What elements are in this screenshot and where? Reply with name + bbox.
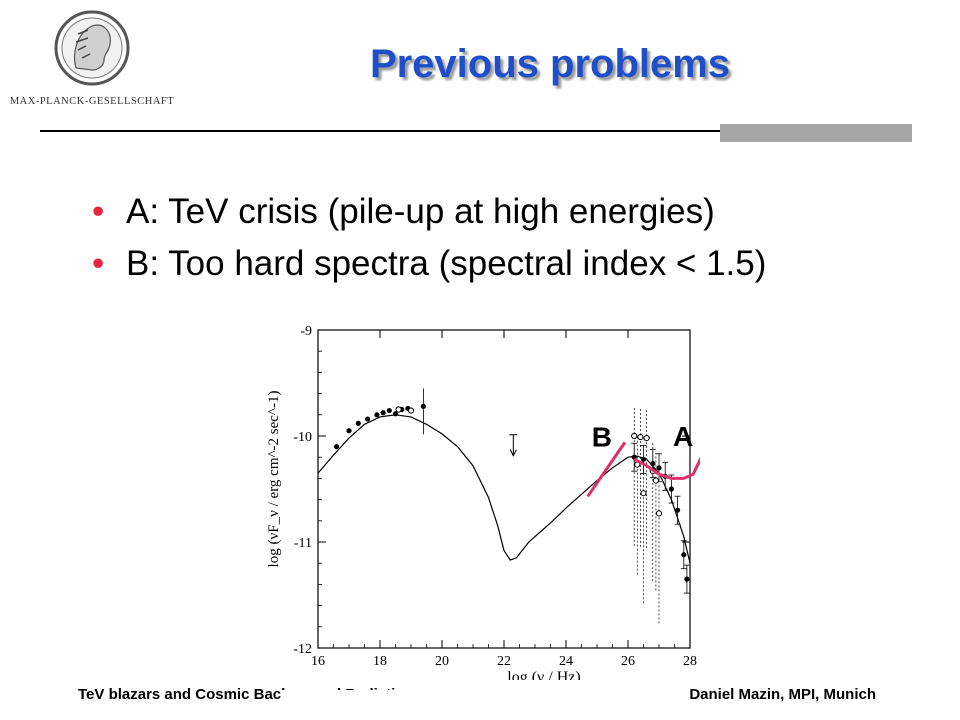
data-point-filled: [684, 576, 690, 582]
data-point-open: [395, 406, 402, 413]
x-tick-label: 18: [373, 654, 387, 669]
y-tick-label: -10: [293, 430, 312, 445]
data-point-filled: [355, 420, 361, 426]
x-tick-label: 20: [435, 654, 449, 669]
data-point-filled: [681, 552, 687, 558]
annotation-line-b: [586, 441, 627, 498]
annotation-curve-a: [633, 456, 700, 480]
data-point-filled: [365, 416, 371, 422]
x-axis-label: log (ν / Hz): [507, 669, 580, 680]
annotation-label-a: A: [673, 421, 693, 452]
data-point-open: [643, 435, 650, 442]
data-point-open: [640, 490, 647, 497]
x-tick-label: 26: [621, 654, 635, 669]
footer-right: Daniel Mazin, MPI, Munich: [689, 686, 876, 703]
y-tick-label: -9: [300, 324, 312, 339]
data-point-filled: [420, 403, 426, 409]
logo-wordmark: MAX-PLANCK-GESELLSCHAFT: [10, 96, 174, 107]
footer-mask: [282, 690, 432, 720]
bullet-dot-icon: •: [92, 244, 105, 283]
data-point-open: [655, 510, 663, 517]
upper-limit-arrowhead: [509, 449, 517, 457]
data-point-filled: [374, 412, 380, 418]
data-point-open: [637, 433, 644, 441]
page-title: Previous problems: [369, 42, 731, 86]
data-point-filled: [334, 444, 340, 450]
bullet-item-b: • B: Too hard spectra (spectral index < 1…: [92, 242, 892, 286]
y-tick-label: -12: [293, 642, 312, 657]
bullet-text: A: TeV crisis (pile-up at high energies): [126, 192, 715, 231]
bullet-dot-icon: •: [92, 192, 105, 231]
sed-plot: 16 18 20 22 24 26 28 -9 -10 -11 -12 log (ν / Hz) log…: [266, 324, 700, 680]
data-point-filled: [668, 486, 674, 492]
x-tick-label: 22: [497, 654, 511, 669]
annotation-label-b: B: [592, 421, 612, 452]
bullet-text: B: Too hard spectra (spectral index < 1.…: [126, 244, 767, 283]
max-planck-logo: MAX-PLANCK-GESELLSCHAFT: [10, 10, 174, 107]
data-point-filled: [640, 456, 647, 462]
x-tick-label: 16: [311, 654, 325, 669]
title-divider: [40, 130, 910, 132]
x-tick-label: 28: [683, 654, 697, 669]
y-tick-label: -11: [294, 536, 312, 551]
data-point-filled: [656, 465, 662, 471]
bullet-item-a: • A: TeV crisis (pile-up at high energies…: [92, 190, 892, 234]
x-tick-label: 24: [559, 654, 573, 669]
bullet-list: • A: TeV crisis (pile-up at high energies…: [92, 190, 892, 294]
data-point-open: [652, 477, 659, 484]
data-point-open: [407, 407, 415, 414]
data-point-filled: [346, 428, 352, 434]
data-point-filled: [675, 507, 681, 513]
data-point-filled: [392, 411, 399, 417]
data-point-filled: [386, 407, 392, 414]
data-point-filled: [380, 410, 386, 416]
title-divider-accent: [720, 124, 912, 142]
data-point-open: [631, 432, 638, 440]
y-axis-label: log (νF_ν / erg cm^-2 sec^-1): [266, 391, 282, 568]
